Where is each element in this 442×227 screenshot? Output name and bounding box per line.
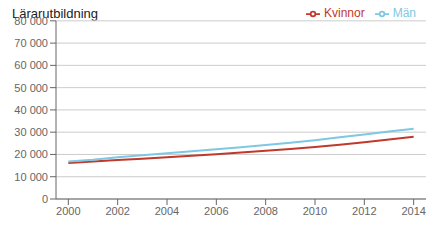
svg-text:40 000: 40 000	[14, 104, 48, 116]
svg-text:2006: 2006	[204, 205, 228, 217]
svg-text:2002: 2002	[105, 205, 129, 217]
svg-text:60 000: 60 000	[14, 59, 48, 71]
svg-text:80 000: 80 000	[14, 15, 48, 27]
svg-text:10 000: 10 000	[14, 171, 48, 183]
svg-text:2008: 2008	[253, 205, 277, 217]
svg-text:2014: 2014	[401, 205, 425, 217]
svg-text:0: 0	[42, 193, 48, 205]
svg-text:2000: 2000	[56, 205, 80, 217]
svg-text:2010: 2010	[303, 205, 327, 217]
svg-text:50 000: 50 000	[14, 82, 48, 94]
svg-text:2004: 2004	[155, 205, 179, 217]
svg-text:70 000: 70 000	[14, 37, 48, 49]
svg-text:2012: 2012	[352, 205, 376, 217]
svg-text:20 000: 20 000	[14, 148, 48, 160]
svg-text:30 000: 30 000	[14, 126, 48, 138]
